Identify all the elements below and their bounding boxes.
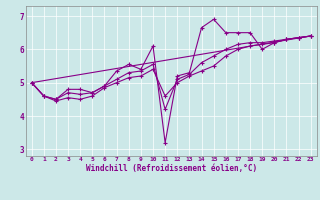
X-axis label: Windchill (Refroidissement éolien,°C): Windchill (Refroidissement éolien,°C) bbox=[86, 164, 257, 173]
